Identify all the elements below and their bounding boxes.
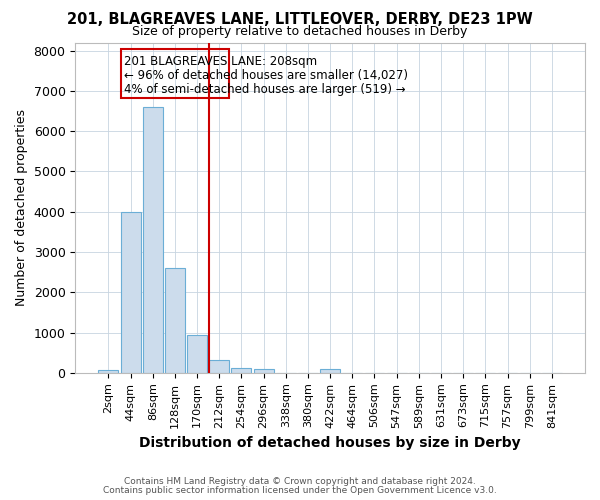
Text: ← 96% of detached houses are smaller (14,027): ← 96% of detached houses are smaller (14… <box>124 68 408 82</box>
Text: Contains HM Land Registry data © Crown copyright and database right 2024.: Contains HM Land Registry data © Crown c… <box>124 477 476 486</box>
X-axis label: Distribution of detached houses by size in Derby: Distribution of detached houses by size … <box>139 436 521 450</box>
Bar <box>187 334 207 373</box>
Text: Size of property relative to detached houses in Derby: Size of property relative to detached ho… <box>133 25 467 38</box>
Text: 201 BLAGREAVES LANE: 208sqm: 201 BLAGREAVES LANE: 208sqm <box>124 54 317 68</box>
Text: 4% of semi-detached houses are larger (519) →: 4% of semi-detached houses are larger (5… <box>124 83 406 96</box>
Y-axis label: Number of detached properties: Number of detached properties <box>15 109 28 306</box>
Text: Contains public sector information licensed under the Open Government Licence v3: Contains public sector information licen… <box>103 486 497 495</box>
Bar <box>143 107 163 373</box>
Bar <box>320 369 340 373</box>
Bar <box>165 268 185 373</box>
Bar <box>98 370 118 373</box>
Bar <box>121 48 229 98</box>
Bar <box>254 369 274 373</box>
Bar <box>209 360 229 373</box>
Bar <box>232 368 251 373</box>
Bar <box>121 212 140 373</box>
Text: 201, BLAGREAVES LANE, LITTLEOVER, DERBY, DE23 1PW: 201, BLAGREAVES LANE, LITTLEOVER, DERBY,… <box>67 12 533 28</box>
